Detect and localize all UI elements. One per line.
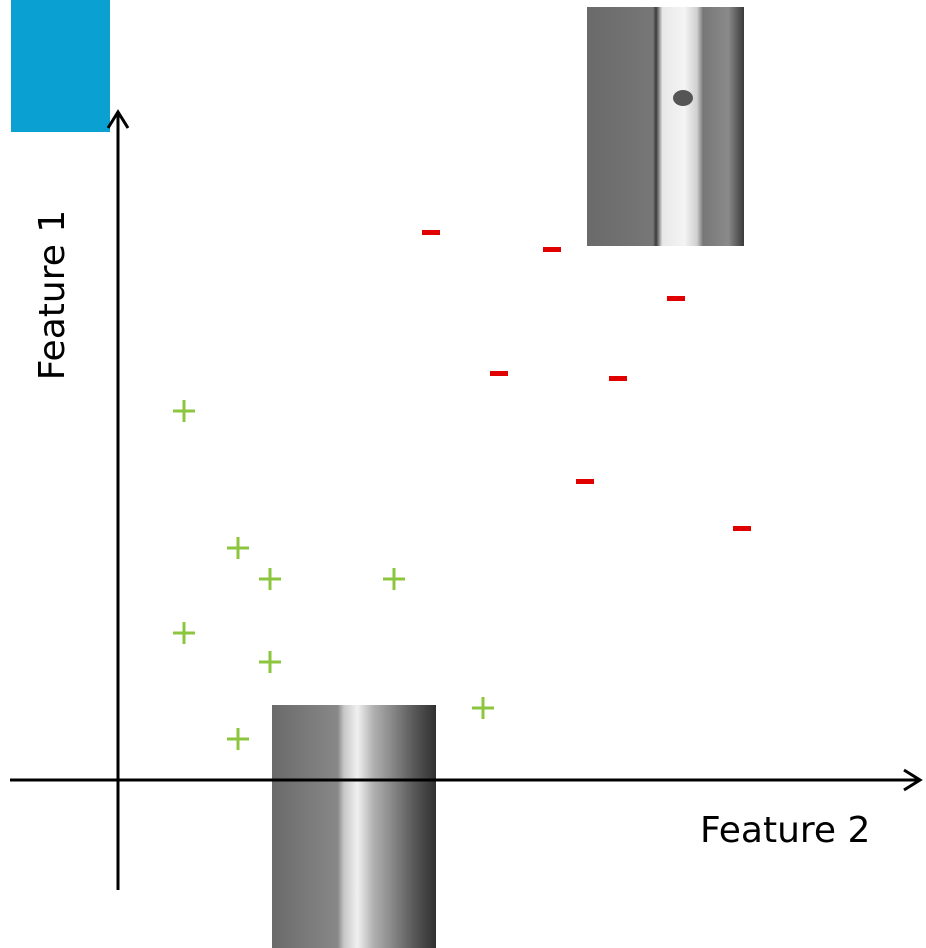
plus-marker — [259, 568, 281, 590]
plus-marker — [259, 651, 281, 673]
minus-marker — [422, 230, 440, 235]
rail-image-defect — [587, 7, 744, 246]
plus-marker — [227, 728, 249, 750]
plus-marker — [173, 400, 195, 422]
plus-marker — [227, 537, 249, 559]
positive-samples — [173, 400, 494, 750]
accent-block — [11, 0, 110, 132]
y-axis-label: Feature 1 — [32, 210, 73, 380]
minus-marker — [543, 247, 561, 252]
page: Feature 2 Feature 1 (() => { const data … — [0, 0, 926, 948]
defect-spot — [673, 90, 693, 106]
minus-marker — [667, 296, 685, 301]
rail-image-normal — [272, 705, 436, 948]
minus-marker — [576, 479, 594, 484]
minus-marker — [609, 376, 627, 381]
plus-marker — [472, 697, 494, 719]
x-axis-label: Feature 2 — [700, 810, 870, 851]
plus-marker — [383, 568, 405, 590]
negative-samples — [422, 230, 751, 531]
diagram: Feature 2 Feature 1 — [0, 0, 926, 948]
plus-marker — [173, 622, 195, 644]
minus-marker — [490, 371, 508, 376]
minus-marker — [733, 526, 751, 531]
